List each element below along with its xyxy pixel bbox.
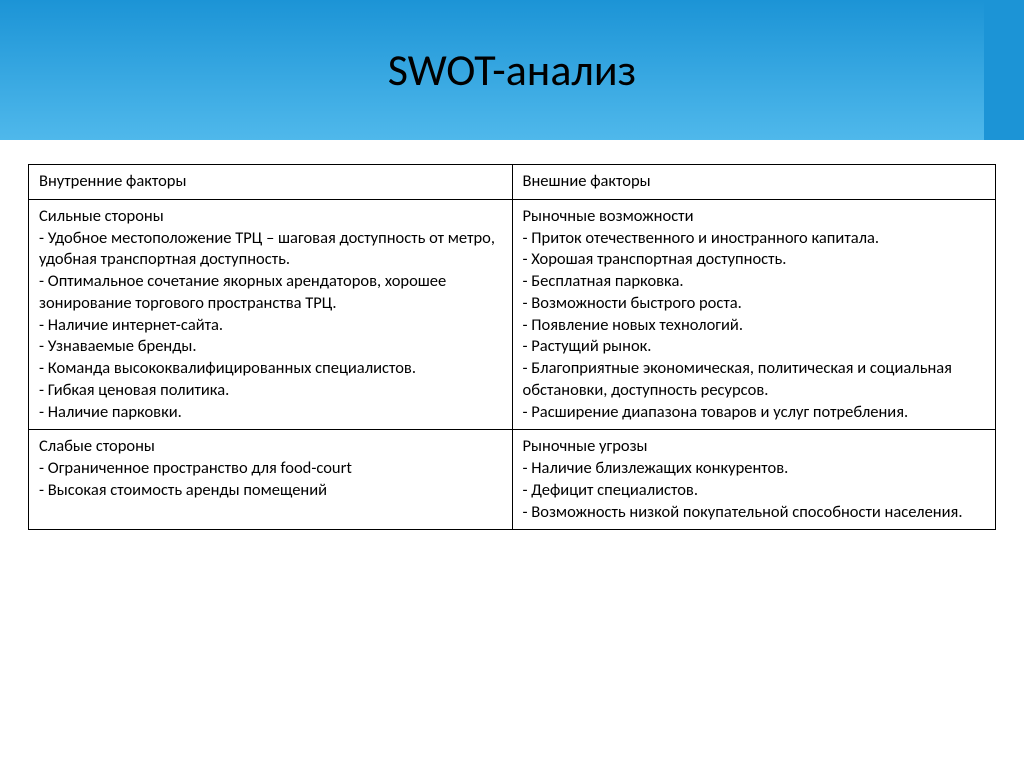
slide-title: SWOT-анализ [388,43,637,97]
cell-weaknesses: Слабые стороны - Ограниченное пространст… [29,430,513,530]
cell-threats: Рыночные угрозы - Наличие близлежащих ко… [512,430,996,530]
bullet-line: - Наличие близлежащих конкурентов. [523,458,986,480]
header-external: Внешние факторы [512,165,996,200]
bullet-line: - Бесплатная парковка. [523,271,986,293]
swot-table-container: Внутренние факторы Внешние факторы Сильн… [0,140,1024,534]
header-internal: Внутренние факторы [29,165,513,200]
bullet-line: - Узнаваемые бренды. [39,336,502,358]
bullet-line: - Возможности быстрого роста. [523,293,986,315]
title-band: SWOT-анализ [0,0,1024,140]
bullet-line: - Удобное местоположение ТРЦ – шаговая д… [39,228,502,272]
table-row-weaknesses-threats: Слабые стороны - Ограниченное пространст… [29,430,996,530]
opportunities-heading: Рыночные возможности [523,206,986,228]
bullet-line: - Приток отечественного и иностранного к… [523,228,986,250]
bullet-line: - Наличие интернет-сайта. [39,315,502,337]
threats-heading: Рыночные угрозы [523,436,986,458]
bullet-line: - Гибкая ценовая политика. [39,380,502,402]
bullet-line: - Благоприятные экономическая, политичес… [523,358,986,402]
bullet-line: - Хорошая транспортная доступность. [523,249,986,271]
bullet-line: - Команда высококвалифицированных специа… [39,358,502,380]
bullet-line: - Появление новых технологий. [523,315,986,337]
bullet-line: - Дефицит специалистов. [523,480,986,502]
strengths-heading: Сильные стороны [39,206,502,228]
table-header-row: Внутренние факторы Внешние факторы [29,165,996,200]
table-row-strengths-opportunities: Сильные стороны - Удобное местоположение… [29,199,996,430]
bullet-line: - Возможность низкой покупательной спосо… [523,502,986,524]
bullet-line: - Ограниченное пространство для food-cou… [39,458,502,480]
bullet-line: - Растущий рынок. [523,336,986,358]
bullet-line: - Оптимальное сочетание якорных арендато… [39,271,502,315]
bullet-line: - Высокая стоимость аренды помещений [39,480,502,502]
bullet-line: - Расширение диапазона товаров и услуг п… [523,402,986,424]
cell-opportunities: Рыночные возможности - Приток отечествен… [512,199,996,430]
swot-table: Внутренние факторы Внешние факторы Сильн… [28,164,996,530]
weaknesses-heading: Слабые стороны [39,436,502,458]
cell-strengths: Сильные стороны - Удобное местоположение… [29,199,513,430]
bullet-line: - Наличие парковки. [39,402,502,424]
